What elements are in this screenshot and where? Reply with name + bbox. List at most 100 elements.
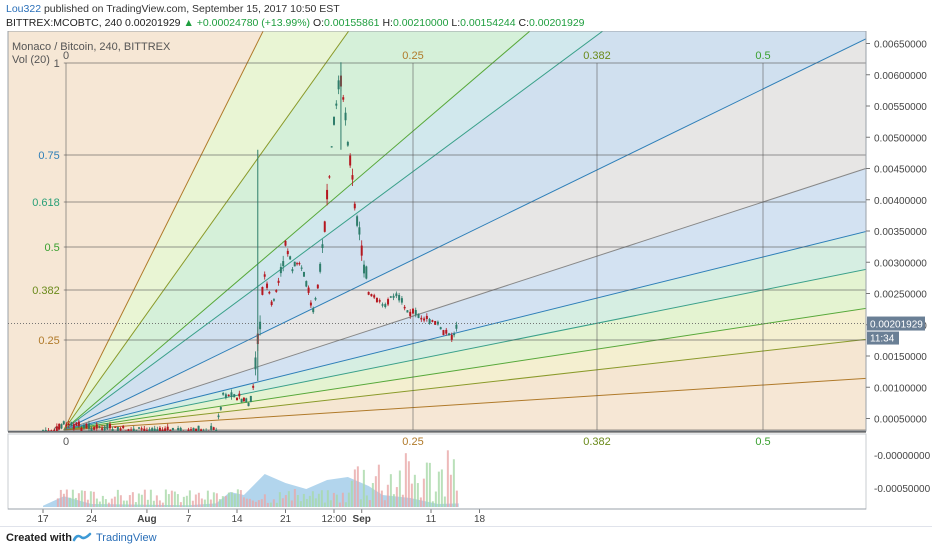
candle-body — [245, 398, 248, 403]
volume-bar — [149, 489, 152, 507]
author-link[interactable]: Lou322 — [6, 3, 42, 15]
volume-bar — [305, 498, 308, 507]
low-label: L: — [451, 17, 461, 29]
candle-body — [335, 103, 338, 106]
volume-bar — [296, 495, 299, 507]
candle-body — [448, 333, 451, 336]
candle-body — [411, 308, 414, 314]
volume-bar — [245, 498, 248, 507]
volume-bar — [431, 501, 434, 507]
fan-band — [63, 31, 866, 430]
candle-body — [428, 318, 431, 324]
volume-bar — [92, 491, 95, 507]
candle-body — [275, 290, 278, 292]
volume-bar — [440, 469, 443, 507]
y-tick-label: 0.00100000 — [874, 383, 927, 394]
candle-body — [346, 142, 349, 146]
candle-body — [67, 423, 70, 426]
volume-bar — [374, 476, 377, 507]
volume-bar — [272, 499, 275, 507]
volume-bar — [260, 499, 263, 507]
candle-body — [353, 203, 356, 209]
volume-bar — [308, 495, 311, 507]
price-series — [42, 62, 458, 431]
volume-bar — [194, 494, 197, 507]
fan-ray — [63, 167, 866, 431]
volume-bar — [191, 500, 194, 507]
candle-body — [192, 427, 195, 431]
candle-body — [284, 240, 287, 246]
candle-body — [282, 261, 285, 267]
candle-body — [365, 266, 368, 279]
volume-bar — [353, 469, 356, 507]
volume-bar — [119, 495, 122, 507]
volume-bar — [113, 496, 116, 507]
volume-bar — [206, 490, 209, 507]
created-with-label: Created with — [6, 532, 73, 544]
candle-body — [398, 295, 401, 301]
candle-body — [363, 264, 366, 274]
fan-ray — [63, 38, 866, 431]
candle-body — [247, 402, 250, 407]
candle-body — [124, 430, 127, 431]
candle-body — [316, 284, 319, 289]
candle-body — [101, 428, 104, 430]
volume-bar — [335, 494, 338, 507]
volume-bar — [200, 498, 203, 507]
volume-bar — [443, 496, 446, 507]
candle-body — [72, 424, 75, 429]
volume-bar — [278, 492, 281, 507]
volume-bar — [290, 500, 293, 507]
legend-volume: Vol (20) — [12, 54, 50, 66]
candle-body — [114, 426, 117, 428]
candle-body — [381, 304, 384, 306]
candle-body — [58, 423, 61, 430]
tradingview-link[interactable]: TradingView — [96, 532, 157, 544]
candle-body — [337, 80, 340, 90]
candle-body — [328, 176, 331, 178]
candle-body — [158, 427, 161, 431]
fan-time-label-bottom: 0.25 — [402, 436, 423, 448]
volume-bar — [449, 474, 452, 507]
y-tick-label: 0.00150000 — [874, 352, 927, 363]
candle-body — [305, 281, 308, 287]
volume-bar — [161, 502, 164, 507]
y-tick-label: 0.00050000 — [874, 415, 927, 426]
volume-bar — [359, 499, 362, 507]
candle-body — [375, 297, 378, 303]
fan-time-label-top: 0.25 — [402, 50, 423, 62]
volume-bar — [182, 496, 185, 507]
volume-bar — [173, 491, 176, 507]
fan-time-label-top: 0.5 — [755, 50, 770, 62]
volume-bar — [428, 462, 431, 507]
candle-body — [122, 425, 125, 429]
candle-body — [240, 398, 243, 403]
volume-bar — [251, 500, 254, 507]
fan-level-label: 0.5 — [44, 242, 59, 254]
y-tick-label: 0.00400000 — [874, 196, 927, 207]
candle-body — [140, 428, 143, 430]
volume-bar — [224, 496, 227, 507]
last-price-badge — [867, 316, 925, 331]
y-tick-label: 0.00300000 — [874, 258, 927, 269]
volume-bar — [347, 492, 350, 507]
volume-bar — [269, 502, 272, 507]
candle-body — [367, 291, 370, 295]
candle-body — [50, 430, 53, 431]
candle-body — [252, 385, 255, 388]
candle-body — [179, 427, 182, 431]
fan-ray — [63, 231, 866, 431]
volume-bar — [386, 484, 389, 507]
candle-body — [387, 299, 390, 305]
volume-bar — [404, 453, 407, 507]
footer: Created with TradingView — [0, 526, 932, 551]
volume-tick-label: -0.00000000 — [874, 451, 931, 462]
candle-body — [202, 430, 205, 431]
fan-level-label: 0.382 — [32, 285, 60, 297]
volume-bar — [176, 494, 179, 507]
candle-body — [77, 421, 80, 426]
candle-body — [47, 430, 50, 431]
candle-body — [55, 426, 58, 431]
